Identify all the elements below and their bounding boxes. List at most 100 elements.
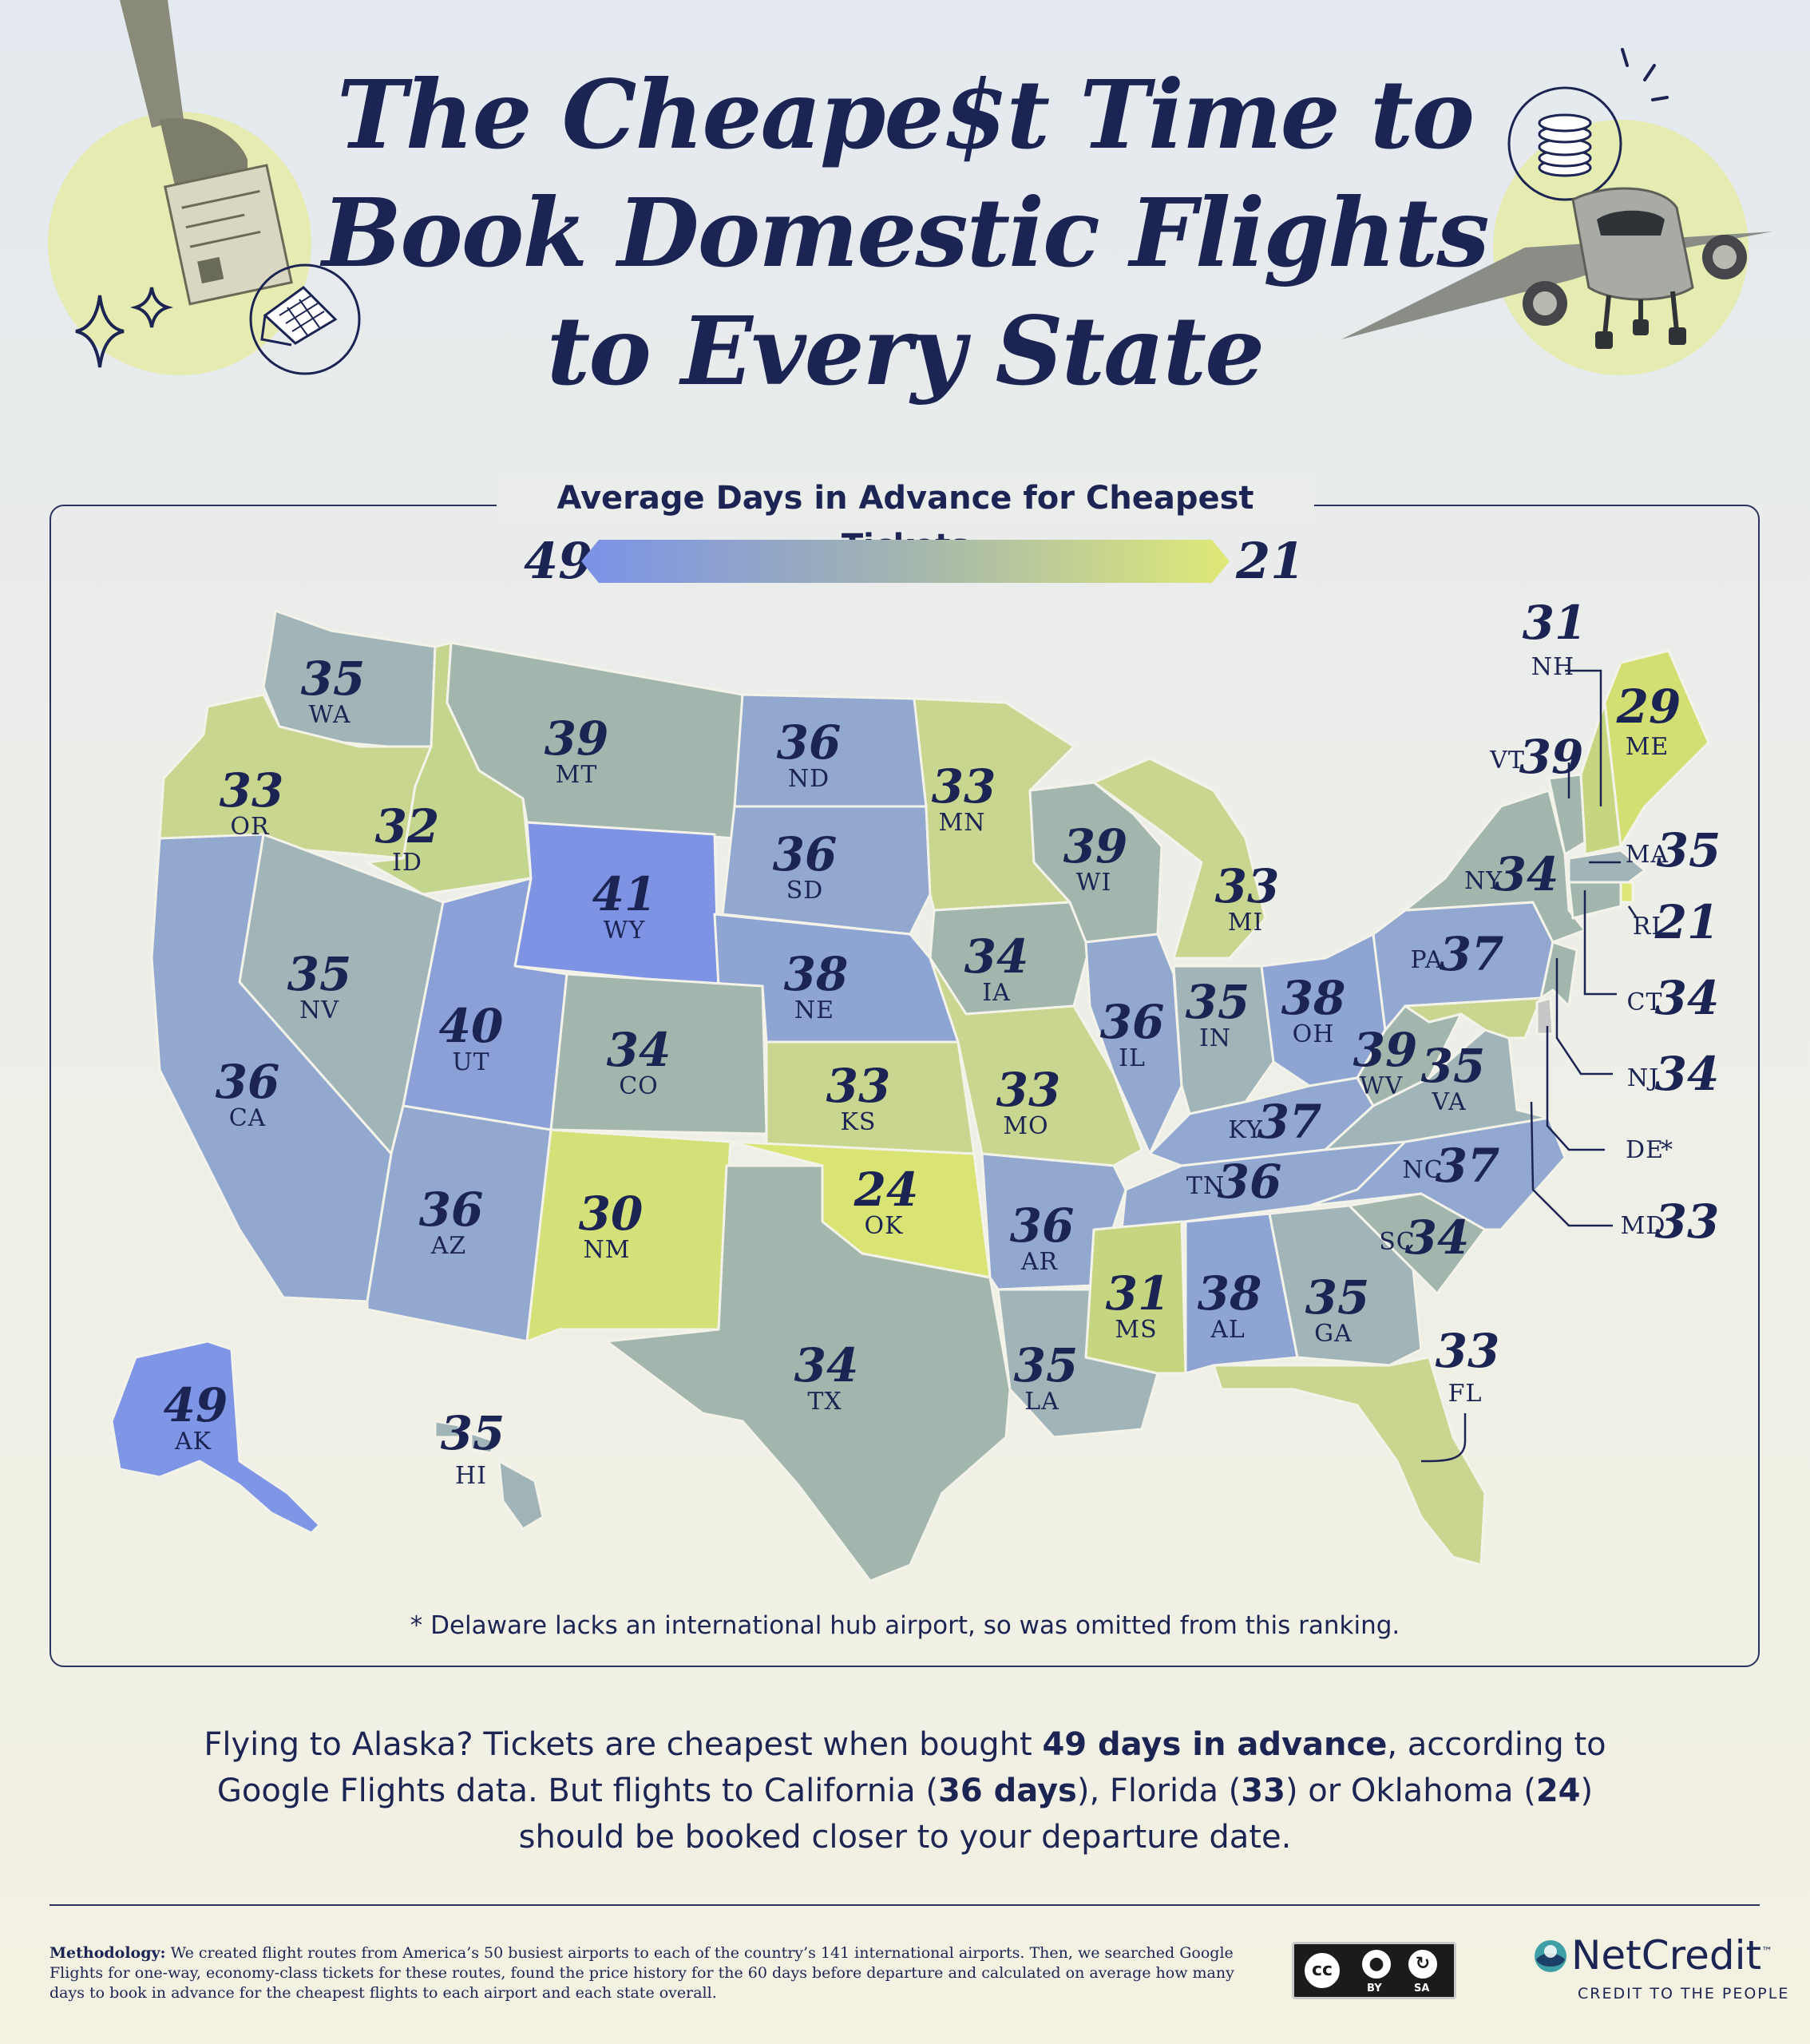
state-MS	[1084, 1220, 1187, 1375]
ticket-icon	[163, 164, 293, 306]
num-MO: 33	[996, 1063, 1061, 1117]
num-AZ: 36	[419, 1182, 484, 1237]
num-GA: 35	[1305, 1270, 1370, 1325]
summary-bold: 33	[1241, 1773, 1285, 1809]
summary-bold: 24	[1535, 1773, 1581, 1809]
state-NJ	[1539, 941, 1578, 1008]
abbr-NC: NC	[1402, 1156, 1443, 1184]
cc-license-badge[interactable]: cc ● ↻ BY SA	[1292, 1942, 1456, 1999]
abbr-WY: WY	[604, 917, 646, 945]
summary-bold: 49 days in advance	[1042, 1726, 1388, 1763]
num-NC: 37	[1436, 1139, 1500, 1193]
state-FL	[1212, 1356, 1487, 1567]
abbr-NV: NV	[299, 996, 339, 1024]
abbr-VA: VA	[1431, 1088, 1466, 1116]
abbr-HI: HI	[455, 1462, 487, 1490]
summary-text: Flying to Alaska? Tickets are cheapest w…	[160, 1721, 1650, 1860]
state-AK	[110, 1340, 321, 1535]
abbr-DE: DE	[1626, 1136, 1664, 1164]
summary-part: ) should be booked closer to your depart…	[518, 1773, 1594, 1856]
num-TN: 36	[1218, 1155, 1282, 1209]
abbr-UT: UT	[452, 1048, 489, 1076]
num-DE: *	[1661, 1136, 1673, 1164]
state-MO	[929, 957, 1143, 1167]
num-TX: 34	[794, 1338, 859, 1392]
state-IL	[1084, 933, 1183, 1155]
num-KY: 37	[1257, 1095, 1322, 1149]
footer-divider	[50, 1904, 1760, 1906]
state-MI	[1092, 757, 1267, 960]
state-SD	[721, 805, 932, 936]
num-PA: 37	[1440, 927, 1504, 981]
abbr-MO: MO	[1003, 1112, 1048, 1140]
abbr-WA: WA	[308, 701, 351, 729]
state-ME	[1603, 649, 1710, 848]
abbr-VT: VT	[1489, 747, 1525, 774]
num-VA: 35	[1421, 1039, 1486, 1093]
summary-part: ), Florida (	[1076, 1773, 1242, 1809]
state-AL	[1184, 1212, 1299, 1375]
state-MA	[1567, 849, 1646, 884]
abbr-MS: MS	[1115, 1316, 1157, 1344]
legend-gradient-bar	[581, 540, 1230, 583]
num-IA: 34	[964, 929, 1029, 984]
title-line-2: Book Domestic Flights	[322, 177, 1489, 288]
plane-icon	[1341, 187, 1772, 349]
abbr-GA: GA	[1314, 1320, 1353, 1348]
abbr-AR: AR	[1020, 1248, 1059, 1276]
num-SD: 36	[773, 827, 838, 881]
abbr-TX: TX	[807, 1388, 842, 1416]
abbr-WI: WI	[1076, 869, 1112, 897]
brand-tagline: CREDIT TO THE PEOPLE	[1578, 1985, 1790, 2002]
state-shapes	[110, 609, 1710, 1583]
num-AR: 36	[1010, 1198, 1075, 1253]
brand-name[interactable]: NetCredit™	[1571, 1932, 1772, 1979]
num-OK: 24	[854, 1163, 919, 1217]
num-MD: 33	[1655, 1194, 1720, 1249]
num-MA: 35	[1657, 823, 1721, 877]
state-labels: 35 WA 33 OR 32 ID 39 MT 36 ND 36 SD 41 W…	[164, 596, 1721, 1490]
by-label: BY	[1367, 1983, 1382, 1994]
abbr-MI: MI	[1228, 909, 1264, 937]
state-HI	[434, 1420, 545, 1531]
abbr-AZ: AZ	[430, 1232, 467, 1260]
num-WV: 39	[1353, 1023, 1418, 1077]
abbr-PA-text: PA	[1410, 946, 1443, 974]
sa-label: SA	[1414, 1983, 1430, 1994]
abbr-RI: RI	[1633, 913, 1661, 941]
abbr-IA: IA	[982, 979, 1011, 1007]
num-FL: 33	[1436, 1324, 1500, 1378]
hand-ticket-illustration	[75, 0, 361, 375]
abbr-AL: AL	[1210, 1316, 1246, 1344]
num-CO: 34	[607, 1023, 671, 1077]
motion-lines-icon	[1621, 48, 1669, 101]
abbr-MD: MD	[1621, 1212, 1666, 1240]
abbr-WV: WV	[1360, 1072, 1404, 1100]
map-footnote: * Delaware lacks an international hub ai…	[410, 1611, 1400, 1640]
methodology-text: We created flight routes from America’s …	[50, 1944, 1234, 2002]
abbr-ID: ID	[392, 849, 422, 877]
num-MN: 33	[932, 759, 996, 814]
state-TX	[605, 1164, 1012, 1583]
num-NM: 30	[579, 1186, 644, 1241]
abbr-NM: NM	[584, 1236, 631, 1264]
abbr-MT: MT	[556, 761, 598, 789]
title-line-1: The Cheape$t Time to	[336, 59, 1475, 170]
brand-name-text: NetCredit	[1571, 1932, 1762, 1979]
state-CA	[150, 833, 393, 1303]
num-OR: 33	[220, 763, 284, 818]
summary-part: , according to Google Flights data. But …	[216, 1726, 1606, 1809]
num-VT: 39	[1519, 730, 1584, 784]
abbr-KY: KY	[1228, 1116, 1263, 1144]
legend-min-label: 21	[1236, 532, 1305, 590]
num-ME: 29	[1616, 679, 1681, 734]
abbr-CT: CT	[1627, 988, 1663, 1016]
netcredit-logo-icon	[1535, 1940, 1566, 1972]
abbr-OH: OH	[1293, 1020, 1335, 1048]
num-AL: 38	[1198, 1266, 1262, 1321]
num-NY: 34	[1495, 847, 1559, 901]
abbr-ME: ME	[1626, 733, 1669, 761]
num-NV: 35	[287, 947, 352, 1001]
num-CT: 34	[1655, 971, 1720, 1025]
